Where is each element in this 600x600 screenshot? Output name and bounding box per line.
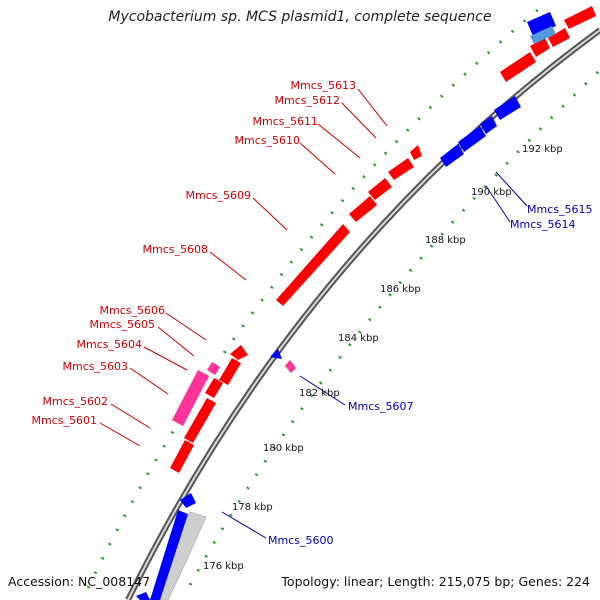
gene-label: Mmcs_5603 xyxy=(63,360,128,373)
gene-reverse xyxy=(136,592,150,600)
gene-label: Mmcs_5614 xyxy=(510,218,575,231)
gene-reverse xyxy=(180,493,196,508)
gene-label: Mmcs_5601 xyxy=(32,414,97,427)
gene-label: Mmcs_5608 xyxy=(143,243,208,256)
gene-forward xyxy=(500,52,536,82)
gene-reverse xyxy=(480,116,497,134)
scale-label: 192 kbp xyxy=(522,144,563,155)
gene-forward xyxy=(184,398,216,443)
gene-reverse xyxy=(150,510,188,600)
gene-label: Mmcs_5600 xyxy=(268,534,333,547)
accession-label: Accession: NC_008147 xyxy=(8,574,151,589)
gene-label: Mmcs_5602 xyxy=(43,395,108,408)
gene-forward xyxy=(388,158,414,180)
gene-label: Mmcs_5607 xyxy=(348,400,413,413)
scale-label: 188 kbp xyxy=(425,235,466,246)
gene-reverse xyxy=(270,349,282,359)
gene-reverse xyxy=(527,12,556,36)
reverse-callout-lines xyxy=(221,171,528,539)
scale-label: 178 kbp xyxy=(232,502,273,513)
gene-forward xyxy=(548,28,570,47)
scale-labels: 176 kbp 178 kbp 180 kbp 182 kbp 184 kbp … xyxy=(203,144,563,572)
gene-label: Mmcs_5611 xyxy=(253,115,318,128)
gene-label: Mmcs_5610 xyxy=(235,134,300,147)
gene-reverse-light xyxy=(530,26,556,44)
scale-label: 176 kbp xyxy=(203,561,244,572)
scale-label: 190 kbp xyxy=(471,187,512,198)
gene-reverse xyxy=(440,144,464,167)
gene-forward xyxy=(410,145,422,160)
gene-label: Mmcs_5615 xyxy=(527,203,592,216)
gene-forward xyxy=(170,440,194,473)
gene-forward xyxy=(349,196,377,222)
gene-reverse xyxy=(458,126,486,152)
gene-forward xyxy=(205,378,223,398)
gene-label: Mmcs_5612 xyxy=(275,94,340,107)
outer-tick-track xyxy=(86,6,541,589)
scale-label: 180 kbp xyxy=(263,443,304,454)
gene-forward xyxy=(230,345,248,360)
summary-label: Topology: linear; Length: 215,075 bp; Ge… xyxy=(281,574,590,589)
backbone-highlight xyxy=(127,29,600,600)
gene-reverse xyxy=(494,96,521,120)
gene-label: Mmcs_5605 xyxy=(90,318,155,331)
reverse-gene-labels: Mmcs_5615 Mmcs_5614 Mmcs_5607 Mmcs_5600 xyxy=(268,203,592,547)
scale-label: 186 kbp xyxy=(380,284,421,295)
rna-reverse xyxy=(285,360,296,373)
gene-label: Mmcs_5613 xyxy=(291,79,356,92)
gene-forward xyxy=(368,178,392,200)
forward-gene-labels: Mmcs_5613 Mmcs_5612 Mmcs_5611 Mmcs_5610 … xyxy=(32,79,356,427)
gene-forward xyxy=(276,224,350,306)
rna-forward xyxy=(207,362,220,375)
rna-forward xyxy=(172,370,209,426)
scale-label: 184 kbp xyxy=(338,333,379,344)
gene-label: Mmcs_5604 xyxy=(77,338,142,351)
map-title: Mycobacterium sp. MCS plasmid1, complete… xyxy=(108,9,492,25)
gene-label: Mmcs_5609 xyxy=(186,189,251,202)
gene-forward xyxy=(564,6,596,29)
gene-forward xyxy=(219,358,241,385)
gene-label: Mmcs_5606 xyxy=(100,304,165,317)
forward-callout-lines xyxy=(99,88,388,447)
scale-label: 182 kbp xyxy=(299,388,340,399)
gene-forward xyxy=(530,38,550,57)
